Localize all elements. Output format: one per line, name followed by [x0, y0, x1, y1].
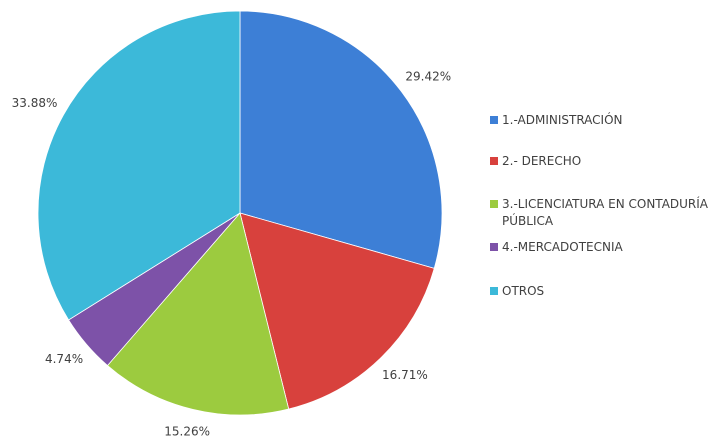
data-label: 15.26%	[164, 425, 210, 439]
legend-swatch	[490, 157, 498, 165]
data-label: 29.42%	[405, 69, 451, 83]
legend-item: 2.- DERECHO	[490, 153, 718, 170]
data-label: 16.71%	[382, 368, 428, 382]
legend-swatch	[490, 243, 498, 251]
legend-label: 2.- DERECHO	[502, 154, 582, 168]
pie-slice	[239, 212, 435, 410]
legend-label: 4.-MERCADOTECNIA	[502, 240, 623, 254]
legend-label: OTROS	[502, 284, 545, 298]
legend-item: 1.-ADMINISTRACIÓN	[490, 112, 718, 129]
legend-label: 3.-LICENCIATURA EN CONTADURÍA PÚBLICA	[502, 197, 709, 228]
pie-slice	[37, 10, 241, 321]
legend-item: OTROS	[490, 283, 718, 300]
data-label: 33.88%	[12, 96, 58, 110]
legend-swatch	[490, 200, 498, 208]
pie-slice	[239, 10, 443, 269]
legend-item: 3.-LICENCIATURA EN CONTADURÍA PÚBLICA	[490, 196, 718, 230]
legend-item: 4.-MERCADOTECNIA	[490, 239, 718, 256]
legend-swatch	[490, 287, 498, 295]
legend-swatch	[490, 116, 498, 124]
data-label: 4.74%	[45, 352, 83, 366]
pie-slice	[106, 212, 290, 416]
legend-label: 1.-ADMINISTRACIÓN	[502, 113, 623, 127]
